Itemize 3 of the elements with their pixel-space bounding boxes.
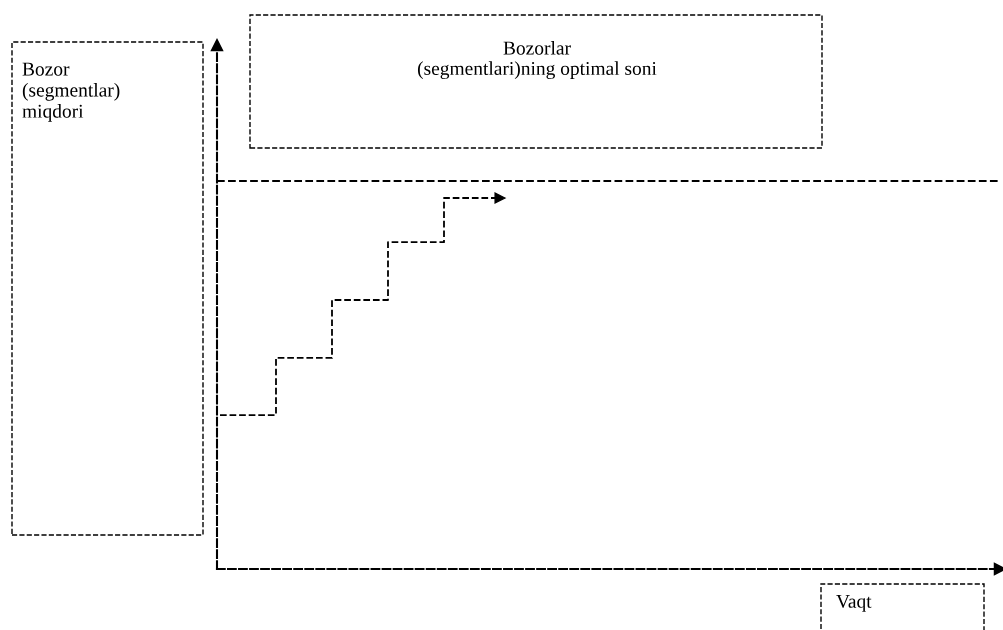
text: Vaqt [836,594,872,612]
text: Bozor (segmentlar) miqdori [22,62,120,122]
ref-line-label: Bozorlar (segmentlari)ning optimal soni [417,40,657,80]
